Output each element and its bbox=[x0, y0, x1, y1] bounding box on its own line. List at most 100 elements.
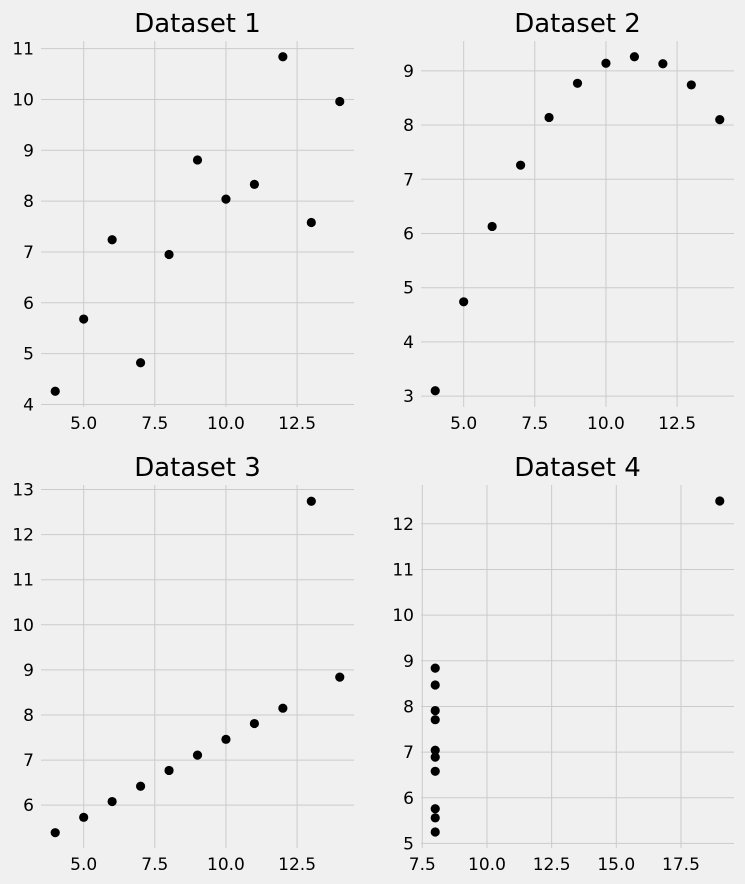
data-point bbox=[459, 297, 469, 307]
x-tick-label: 5.0 bbox=[70, 855, 97, 875]
y-tick-label: 9 bbox=[23, 661, 34, 681]
data-point bbox=[430, 680, 440, 690]
y-tick-label: 5 bbox=[403, 834, 414, 854]
data-point bbox=[629, 52, 640, 62]
x-tick-label: 10.0 bbox=[207, 855, 245, 875]
y-tick-label: 7 bbox=[403, 170, 414, 190]
y-tick-label: 7 bbox=[403, 743, 414, 763]
data-point bbox=[107, 235, 117, 245]
y-tick-label: 6 bbox=[23, 294, 34, 314]
data-point bbox=[107, 796, 117, 807]
data-point bbox=[430, 715, 440, 725]
data-point bbox=[658, 59, 668, 69]
chart-title: Dataset 2 bbox=[514, 9, 641, 39]
y-tick-label: 11 bbox=[392, 560, 414, 580]
x-tick-label: 12.5 bbox=[658, 414, 696, 434]
y-tick-label: 9 bbox=[23, 141, 34, 161]
data-point bbox=[487, 221, 497, 232]
data-point bbox=[335, 672, 345, 682]
y-tick-label: 10 bbox=[392, 606, 414, 626]
y-tick-label: 12 bbox=[392, 515, 414, 535]
x-tick-label: 5.0 bbox=[70, 414, 97, 434]
x-tick-label: 17.5 bbox=[662, 855, 700, 875]
x-tick-label: 12.5 bbox=[278, 855, 316, 875]
data-point bbox=[50, 828, 60, 838]
x-tick-label: 10.0 bbox=[587, 414, 625, 434]
y-tick-label: 11 bbox=[12, 571, 34, 591]
x-tick-label: 5.0 bbox=[450, 414, 477, 434]
y-tick-label: 7 bbox=[23, 243, 34, 263]
panel-2: Dataset 2 5.0 7.5 10.0 12.5 3 4 5 6 7 8 9 bbox=[403, 9, 734, 434]
data-point bbox=[515, 160, 526, 170]
data-point bbox=[164, 249, 174, 260]
chart-title: Dataset 3 bbox=[134, 453, 261, 483]
y-tick-label: 10 bbox=[12, 90, 34, 110]
data-point bbox=[306, 217, 316, 228]
y-tick-label: 4 bbox=[403, 333, 414, 353]
panel-1: Dataset 1 5.0 7.5 10.0 12.5 4 5 6 7 8 9 10 11 bbox=[12, 9, 354, 434]
y-tick-label: 5 bbox=[23, 345, 34, 365]
y-tick-label: 8 bbox=[23, 192, 34, 212]
data-point bbox=[430, 745, 440, 755]
y-tick-label: 8 bbox=[403, 116, 414, 136]
data-point bbox=[430, 804, 440, 814]
data-point bbox=[135, 781, 146, 791]
data-point bbox=[572, 78, 583, 88]
y-tick-label: 7 bbox=[23, 751, 34, 771]
y-tick-label: 13 bbox=[12, 481, 34, 501]
y-tick-label: 9 bbox=[403, 62, 414, 82]
data-point bbox=[192, 750, 203, 760]
data-point bbox=[544, 112, 554, 123]
y-tick-label: 10 bbox=[12, 616, 34, 636]
data-point bbox=[335, 96, 345, 107]
x-tick-label: 7.5 bbox=[141, 855, 168, 875]
data-point bbox=[715, 115, 725, 125]
data-point bbox=[249, 179, 260, 189]
chart-title: Dataset 4 bbox=[514, 453, 641, 483]
data-point bbox=[686, 80, 696, 90]
data-point bbox=[79, 812, 89, 822]
data-point bbox=[430, 827, 440, 837]
data-point bbox=[278, 52, 288, 62]
x-tick-label: 7.5 bbox=[521, 414, 548, 434]
x-tick-label: 12.5 bbox=[278, 414, 316, 434]
data-point bbox=[249, 718, 260, 729]
y-tick-label: 11 bbox=[12, 40, 34, 60]
x-tick-label: 7.5 bbox=[409, 855, 436, 875]
data-point bbox=[306, 496, 316, 506]
y-tick-label: 6 bbox=[403, 224, 414, 244]
data-point bbox=[221, 194, 231, 204]
data-point bbox=[50, 386, 60, 396]
y-tick-label: 5 bbox=[403, 279, 414, 299]
data-point bbox=[430, 752, 440, 762]
data-point bbox=[221, 734, 231, 744]
y-tick-label: 12 bbox=[12, 526, 34, 546]
data-point bbox=[430, 766, 440, 776]
panel-3: Dataset 3 5.0 7.5 10.0 12.5 6 7 8 9 10 11 12 13 bbox=[12, 453, 354, 875]
y-tick-label: 9 bbox=[403, 652, 414, 672]
y-tick-label: 6 bbox=[403, 789, 414, 809]
data-point bbox=[278, 703, 288, 713]
y-tick-label: 6 bbox=[23, 796, 34, 816]
data-point bbox=[135, 358, 146, 368]
y-tick-label: 3 bbox=[403, 387, 414, 407]
data-point bbox=[715, 496, 725, 506]
data-point bbox=[430, 705, 440, 716]
x-tick-label: 15.0 bbox=[597, 855, 635, 875]
y-tick-label: 8 bbox=[403, 697, 414, 717]
data-point bbox=[164, 765, 174, 776]
data-point bbox=[430, 386, 440, 396]
data-point bbox=[430, 663, 440, 673]
y-tick-label: 4 bbox=[23, 395, 34, 415]
chart-title: Dataset 1 bbox=[134, 9, 261, 39]
x-tick-label: 10.0 bbox=[468, 855, 506, 875]
data-point bbox=[79, 314, 89, 324]
y-tick-label: 8 bbox=[23, 706, 34, 726]
panel-4: Dataset 4 7.5 10.0 12.5 15.0 17.5 5 6 7 8 9 10 11 12 bbox=[392, 453, 734, 875]
x-tick-label: 10.0 bbox=[207, 414, 245, 434]
x-tick-label: 7.5 bbox=[141, 414, 168, 434]
data-point bbox=[601, 58, 611, 68]
x-tick-label: 12.5 bbox=[533, 855, 571, 875]
